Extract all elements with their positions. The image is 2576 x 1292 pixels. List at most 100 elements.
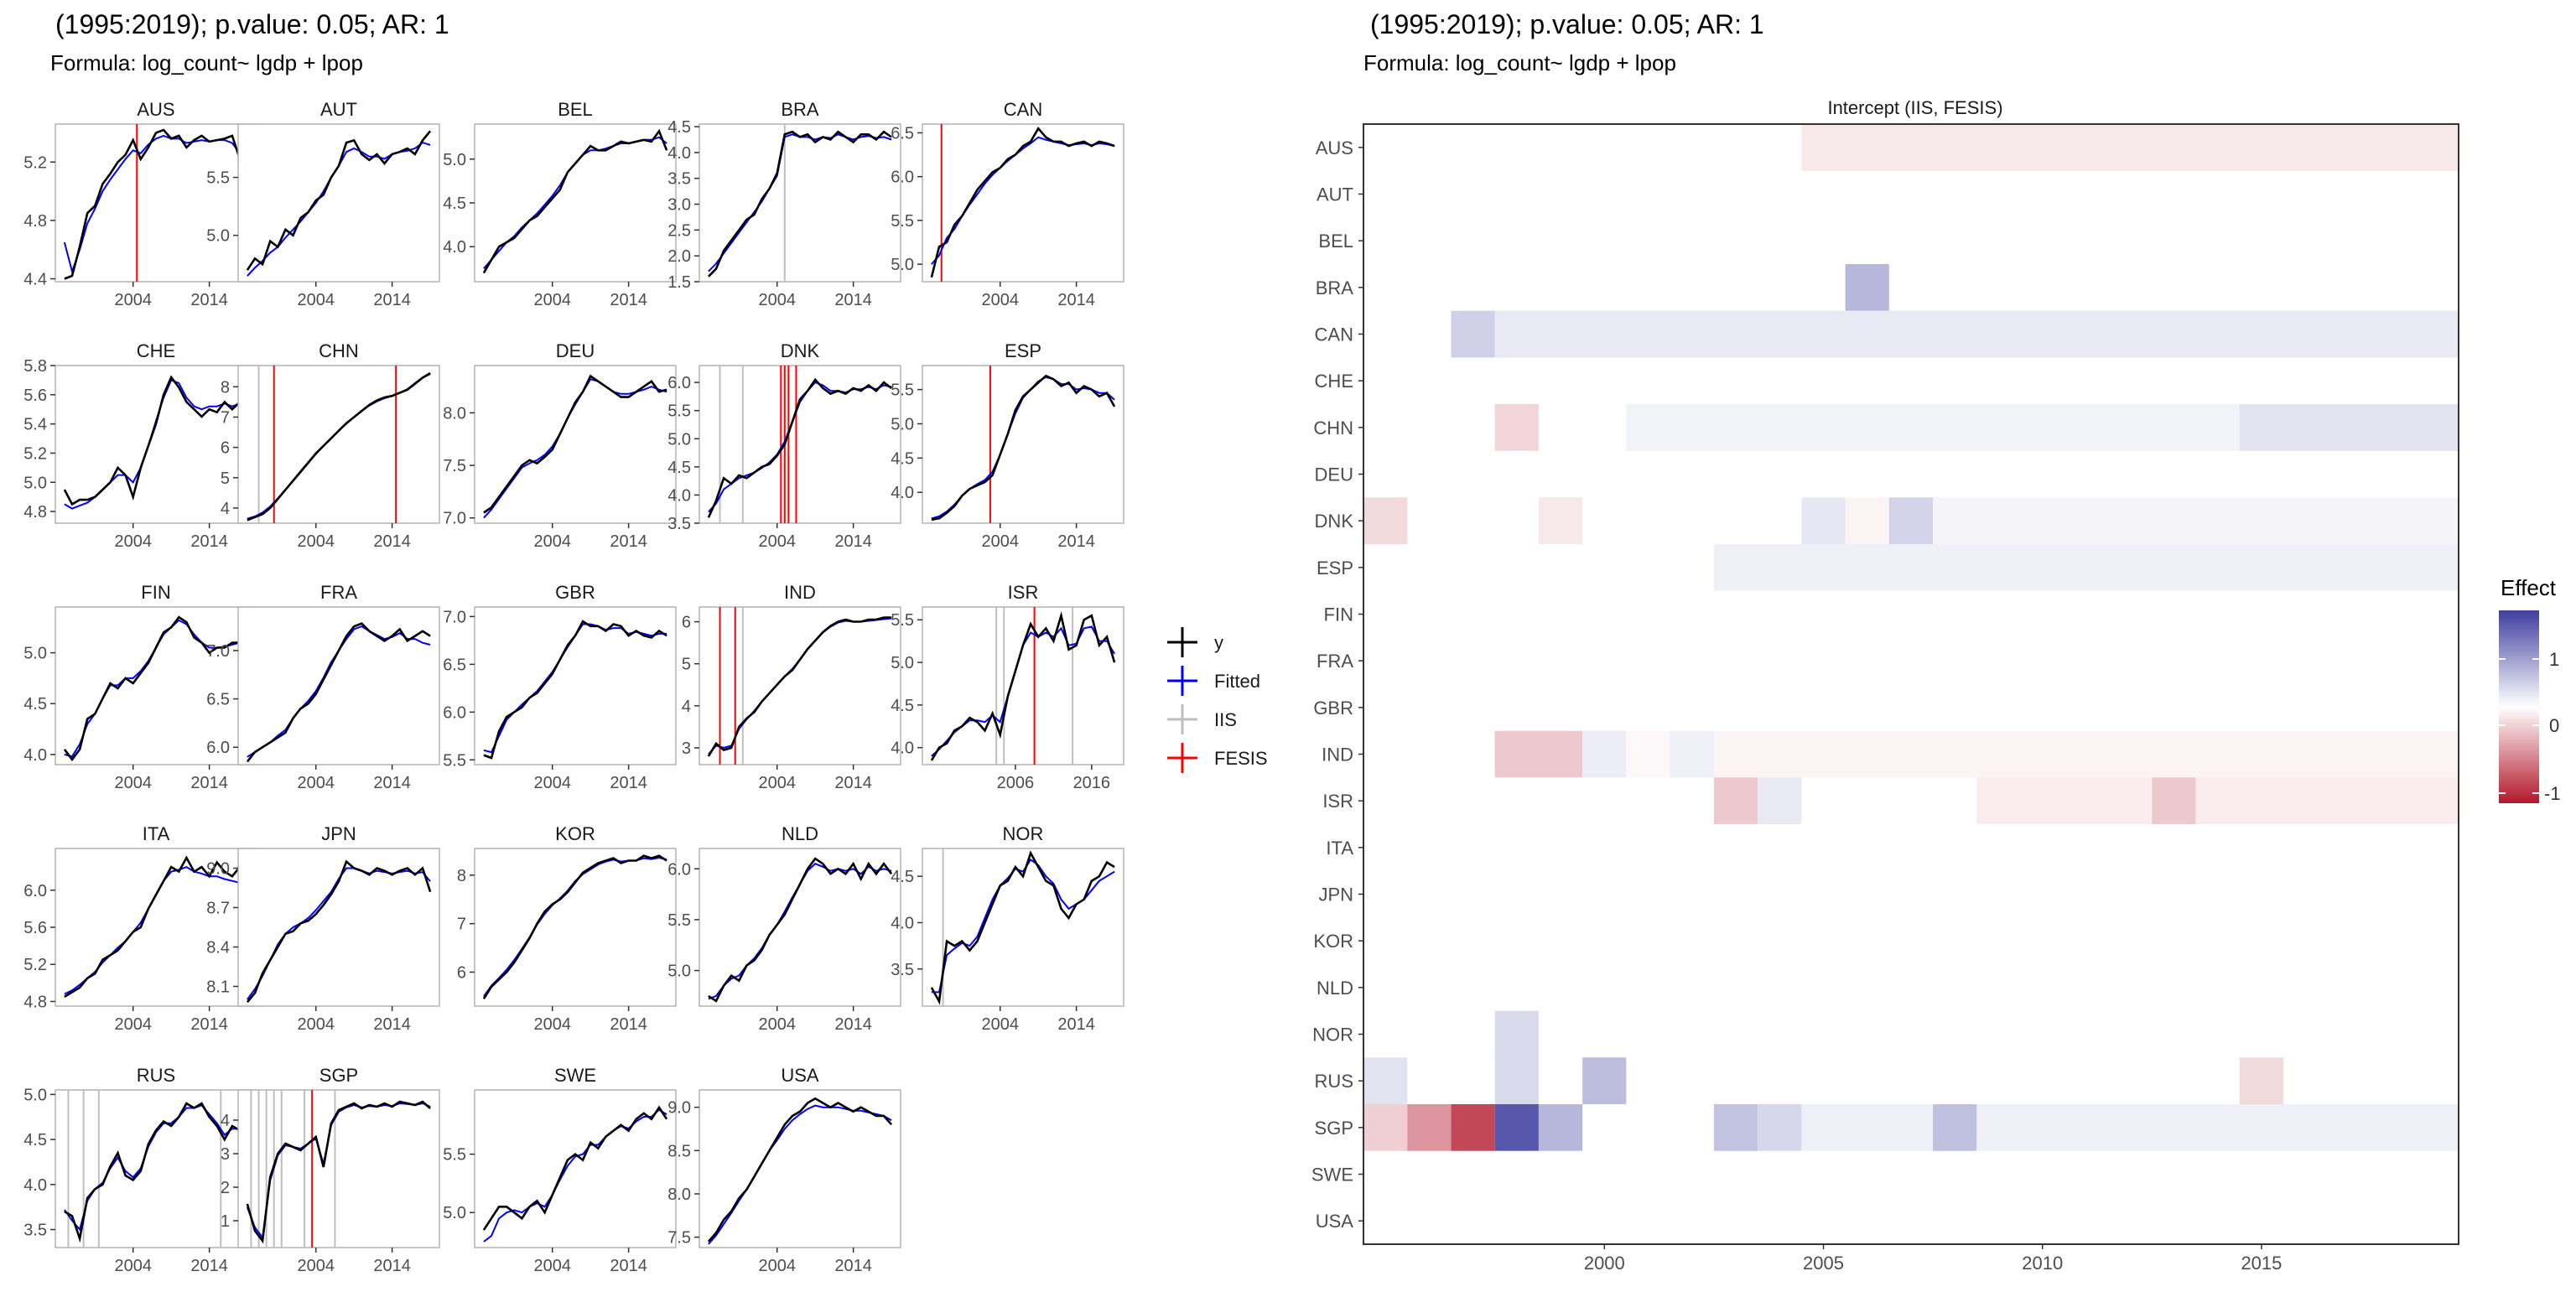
- facet-jpn: JPN8.18.48.79.020042014: [206, 823, 439, 1034]
- facet-ytick-label-bra-0: 1.5: [667, 273, 691, 292]
- facet-ytick-label-nor-1: 4.0: [891, 914, 914, 932]
- facet-ytick-label-ind-3: 6: [682, 614, 691, 632]
- facet-xtick-label-bel-0: 2004: [533, 291, 571, 309]
- facet-xtick-label-ita-1: 2014: [190, 1015, 228, 1034]
- facet-xtick-label-aus-0: 2004: [114, 291, 152, 309]
- facet-ytick-label-aut-1: 5.5: [206, 169, 230, 188]
- facet-ytick-label-deu-1: 7.5: [443, 457, 466, 475]
- facet-ytick-label-che-5: 5.8: [23, 357, 47, 376]
- facet-ytick-label-jpn-3: 9.0: [206, 860, 230, 879]
- heatmap-cell-dnk-11: [1889, 497, 1933, 544]
- facet-ytick-label-chn-4: 8: [221, 378, 230, 397]
- facet-xtick-label-dnk-1: 2014: [834, 532, 872, 551]
- facet-ytick-label-bra-1: 2.0: [667, 247, 691, 266]
- facet-ytick-label-deu-2: 8.0: [443, 404, 466, 423]
- heatmap-cell-ind-16: [1626, 731, 1670, 778]
- heatmap-xtick-label-2005: 2005: [1803, 1253, 1844, 1274]
- facet-kor: KOR67820042014: [457, 823, 676, 1034]
- facet-title-che: CHE: [137, 340, 175, 361]
- facet-chn: CHN4567820042014: [221, 340, 439, 551]
- facet-ytick-label-aus-0: 4.4: [23, 271, 47, 289]
- facet-ytick-label-kor-1: 7: [457, 916, 466, 934]
- facet-ytick-label-aus-1: 4.8: [23, 212, 47, 231]
- facet-ytick-label-gbr-1: 6.0: [443, 703, 466, 722]
- heatmap-panel-title: Intercept (IIS, FESIS): [1827, 97, 2002, 118]
- facet-rus: RUS3.54.04.55.020042014: [23, 1065, 257, 1275]
- facet-ytick-label-nld-2: 6.0: [667, 860, 691, 879]
- heatmap-row-label-che: CHE: [1315, 371, 1353, 392]
- facet-ytick-label-ita-0: 4.8: [23, 993, 47, 1011]
- facet-ytick-label-usa-2: 8.5: [667, 1142, 691, 1160]
- facet-aus: AUS4.44.85.220042014: [23, 99, 257, 309]
- facet-ytick-label-dnk-1: 4.0: [667, 486, 691, 505]
- heatmap-cell-aus-0: [1801, 124, 2459, 171]
- facet-deu: DEU7.07.58.020042014: [443, 340, 676, 551]
- facet-ytick-label-jpn-2: 8.7: [206, 900, 230, 918]
- heatmap-cell-dnk-8: [1539, 497, 1582, 544]
- facet-ytick-label-aus-2: 5.2: [23, 153, 47, 172]
- facet-nor: NOR3.54.04.520042014: [891, 823, 1124, 1034]
- right-title: (1995:2019); p.value: 0.05; AR: 1: [1370, 9, 1764, 39]
- facet-xtick-label-jpn-1: 2014: [373, 1015, 411, 1034]
- heatmap-row-label-rus: RUS: [1315, 1071, 1353, 1092]
- colorbar-title: Effect: [2501, 575, 2557, 600]
- facet-ytick-label-isr-0: 4.0: [891, 739, 914, 758]
- facet-ytick-label-chn-1: 5: [221, 470, 230, 488]
- facet-ytick-label-bra-3: 3.0: [667, 196, 691, 215]
- facet-title-gbr: GBR: [555, 582, 595, 603]
- facet-xtick-label-fin-1: 2014: [190, 774, 228, 792]
- heatmap-cell-sgp-29: [1363, 1104, 1407, 1151]
- heatmap-cell-dnk-12: [1933, 497, 2459, 544]
- facet-ytick-label-chn-0: 4: [221, 500, 230, 518]
- facet-ytick-label-fin-0: 4.0: [23, 746, 47, 765]
- facet-ytick-label-bra-5: 4.0: [667, 144, 691, 163]
- heatmap-row-label-ita: ITA: [1326, 838, 1353, 859]
- facet-ind: IND345620042014: [682, 582, 901, 792]
- facet-xtick-label-fra-1: 2014: [373, 774, 411, 792]
- heatmap-cell-dnk-7: [1363, 497, 1407, 544]
- facet-ytick-label-bel-1: 4.5: [443, 195, 466, 213]
- facet-ytick-label-usa-3: 9.0: [667, 1099, 691, 1118]
- facet-title-deu: DEU: [556, 340, 595, 361]
- facet-ytick-label-can-2: 6.0: [891, 169, 914, 187]
- colorbar-label-1: 1: [2549, 649, 2559, 670]
- facet-ytick-label-che-4: 5.6: [23, 387, 47, 405]
- heatmap-cell-sgp-31: [1452, 1104, 1495, 1151]
- facet-title-sgp: SGP: [319, 1065, 358, 1086]
- facet-ytick-label-fra-1: 6.5: [206, 691, 230, 709]
- facet-ytick-label-nld-0: 5.0: [667, 963, 691, 981]
- facet-xtick-label-isr-1: 2016: [1073, 774, 1111, 792]
- facet-xtick-label-rus-1: 2014: [190, 1257, 228, 1275]
- heatmap-cell-sgp-36: [1801, 1104, 1933, 1151]
- heatmap-row-label-deu: DEU: [1315, 464, 1353, 485]
- facet-ytick-label-bra-2: 2.5: [667, 221, 691, 240]
- facet-swe: SWE5.05.520042014: [443, 1065, 676, 1275]
- facet-ytick-label-bra-4: 3.5: [667, 170, 691, 189]
- facet-ytick-label-rus-1: 4.0: [23, 1176, 47, 1195]
- facet-ytick-label-rus-3: 5.0: [23, 1086, 47, 1104]
- facet-ytick-label-swe-0: 5.0: [443, 1204, 466, 1222]
- heatmap-cell-bra-1: [1846, 264, 1889, 311]
- facet-xtick-label-nld-1: 2014: [834, 1015, 872, 1034]
- facet-ytick-label-ind-2: 5: [682, 656, 691, 674]
- facet-ytick-label-sgp-1: 2: [221, 1179, 230, 1197]
- heatmap-row-label-can: CAN: [1315, 324, 1353, 345]
- facet-ytick-label-sgp-0: 1: [221, 1212, 230, 1231]
- facet-bra: BRA1.52.02.53.03.54.04.520042014: [667, 99, 901, 309]
- facet-ytick-label-kor-2: 8: [457, 867, 466, 885]
- legend-label-fitted: Fitted: [1214, 671, 1260, 692]
- heatmap-xtick-label-2015: 2015: [2241, 1253, 2282, 1274]
- facet-ytick-label-isr-2: 5.0: [891, 654, 914, 672]
- facet-panel-dnk: [699, 366, 901, 523]
- facet-xtick-label-rus-0: 2004: [114, 1257, 152, 1275]
- facet-xtick-label-aus-1: 2014: [190, 291, 228, 309]
- facet-ytick-label-isr-1: 4.5: [891, 697, 914, 715]
- facet-title-fra: FRA: [320, 582, 357, 603]
- facet-xtick-label-che-0: 2004: [114, 532, 152, 551]
- facet-ytick-label-dnk-4: 5.5: [667, 402, 691, 421]
- facet-ytick-label-ind-0: 3: [682, 739, 691, 758]
- facet-ytick-label-gbr-2: 6.5: [443, 656, 466, 674]
- heatmap-row-label-sgp: SGP: [1315, 1118, 1353, 1139]
- facet-title-rus: RUS: [137, 1065, 175, 1086]
